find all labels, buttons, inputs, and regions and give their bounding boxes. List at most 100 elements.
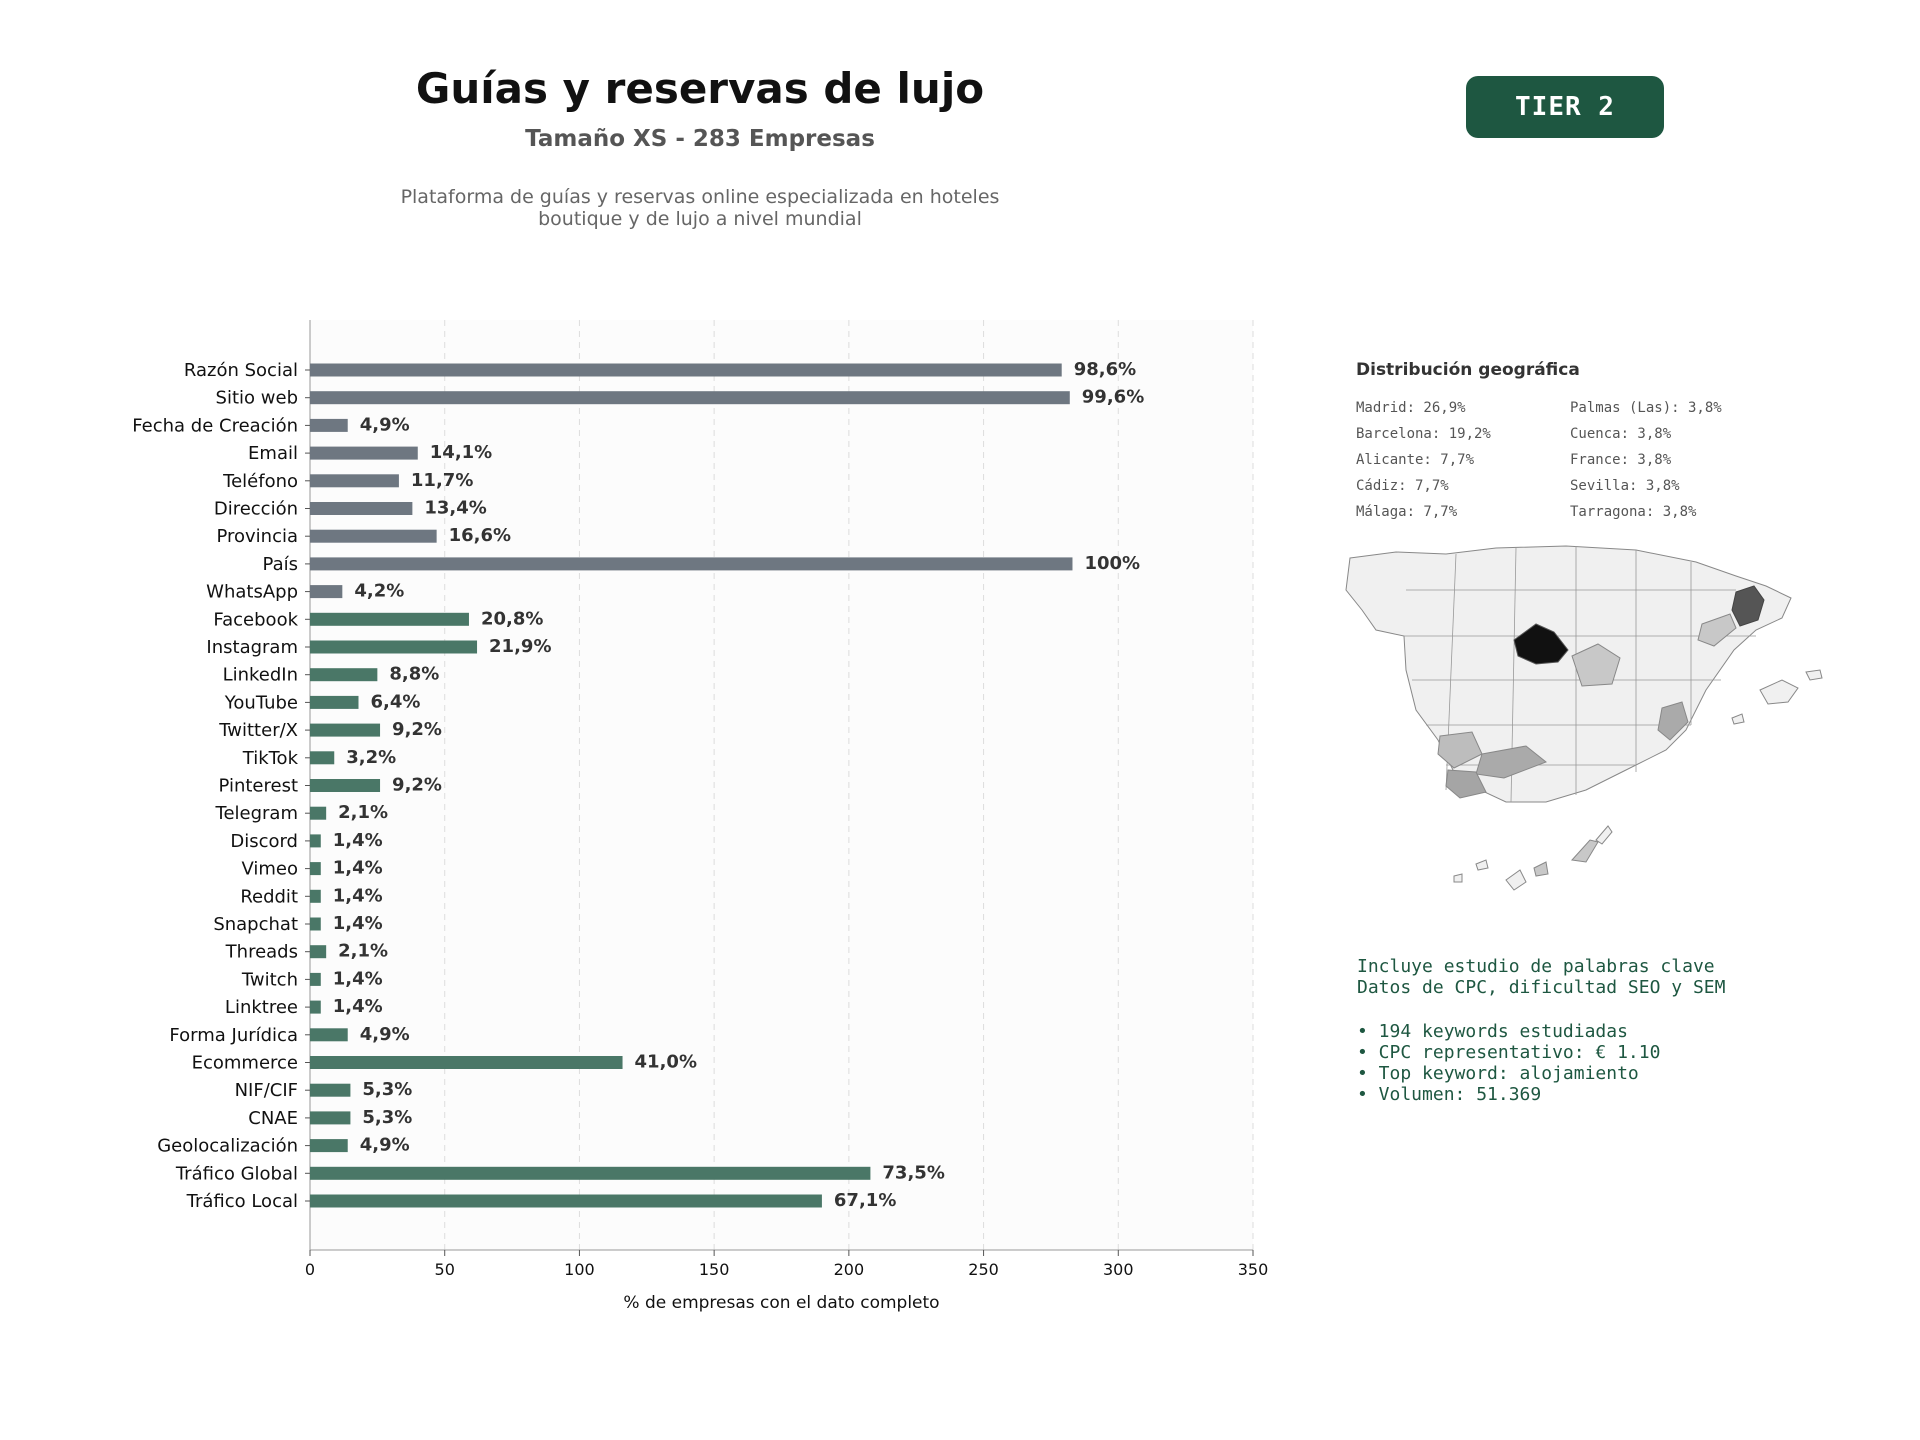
geo-item: Alicante: 7,7% <box>1356 452 1475 468</box>
category-label: CNAE <box>248 1108 298 1129</box>
category-label: Teléfono <box>222 471 298 492</box>
data-label: 9,2% <box>392 775 442 796</box>
x-tick-label: 350 <box>1238 1260 1269 1279</box>
bar <box>310 1194 822 1208</box>
bar <box>310 779 381 792</box>
keyword-bullet: • Top keyword: alojamiento <box>1357 1063 1639 1084</box>
data-label: 4,9% <box>360 414 410 435</box>
category-label: Forma Jurídica <box>169 1025 298 1046</box>
data-label: 6,4% <box>370 691 420 712</box>
data-label: 41,0% <box>635 1052 697 1073</box>
category-label: Facebook <box>213 609 298 630</box>
bar <box>310 1028 348 1042</box>
data-label: 8,8% <box>389 664 439 685</box>
data-label: 1,4% <box>333 858 383 879</box>
bar <box>310 945 327 959</box>
bar <box>310 751 335 765</box>
bar <box>310 668 378 682</box>
category-label: Linktree <box>225 997 298 1018</box>
map-malaga <box>1475 745 1547 779</box>
page-subtitle: Tamaño XS - 283 Empresas <box>525 126 875 152</box>
category-label: Ecommerce <box>192 1053 298 1074</box>
x-tick-label: 300 <box>1103 1260 1134 1279</box>
map-balearics <box>1759 679 1799 705</box>
x-tick-label: 0 <box>305 1260 315 1279</box>
bar <box>310 446 418 460</box>
bar <box>310 1111 351 1125</box>
data-label: 4,9% <box>360 1024 410 1045</box>
map-tarragona <box>1697 613 1737 647</box>
page-title: Guías y reservas de lujo <box>415 64 985 113</box>
data-label: 4,9% <box>360 1135 410 1156</box>
data-label: 1,4% <box>333 830 383 851</box>
category-label: Dirección <box>214 499 298 520</box>
geo-item: France: 3,8% <box>1570 452 1672 468</box>
spain-map-icon <box>1345 545 1823 891</box>
x-tick-label: 250 <box>968 1260 999 1279</box>
data-label: 98,6% <box>1074 359 1136 380</box>
data-label: 20,8% <box>481 608 543 629</box>
category-label: Fecha de Creación <box>132 415 298 436</box>
category-label: Sitio web <box>216 388 298 409</box>
geo-item: Cádiz: 7,7% <box>1356 478 1449 494</box>
data-label: 16,6% <box>449 525 511 546</box>
x-axis-label: % de empresas con el dato completo <box>623 1293 939 1313</box>
map-cuenca <box>1571 643 1621 687</box>
geo-item: Barcelona: 19,2% <box>1356 426 1491 442</box>
geo-item: Palmas (Las): 3,8% <box>1570 400 1722 416</box>
x-tick-label: 150 <box>699 1260 730 1279</box>
geo-item: Cuenca: 3,8% <box>1570 426 1672 442</box>
data-label: 14,1% <box>430 442 492 463</box>
category-label: Twitter/X <box>218 720 298 741</box>
keyword-bullet: • 194 keywords estudiadas <box>1357 1021 1628 1042</box>
map-alicante <box>1657 701 1689 741</box>
data-label: 11,7% <box>411 470 473 491</box>
geo-item: Sevilla: 3,8% <box>1570 478 1680 494</box>
category-label: Instagram <box>206 637 298 658</box>
plot-area <box>310 320 1253 1250</box>
data-label: 1,4% <box>333 913 383 934</box>
bar <box>310 391 1070 405</box>
category-label: Reddit <box>240 886 298 907</box>
category-label: Tráfico Local <box>186 1191 298 1212</box>
bar <box>310 1166 871 1180</box>
bar <box>310 862 321 876</box>
bar <box>310 723 381 737</box>
category-label: Provincia <box>216 526 298 547</box>
map-barcelona <box>1731 585 1765 627</box>
x-tick-label: 100 <box>564 1260 595 1279</box>
map-canaries <box>1505 869 1527 891</box>
bar-chart: 0 50 100 150 200 250 300 350 % de empresas con e… <box>132 320 1269 1313</box>
data-label: 2,1% <box>338 941 388 962</box>
x-tick-label: 200 <box>834 1260 865 1279</box>
category-label: Discord <box>230 831 298 852</box>
description-line-2: boutique y de lujo a nivel mundial <box>538 208 862 230</box>
map-cadiz <box>1445 769 1487 799</box>
category-label: TikTok <box>242 748 299 769</box>
keywords-line-1: Incluye estudio de palabras clave <box>1357 956 1715 977</box>
category-label: Tráfico Global <box>175 1163 298 1184</box>
bar <box>310 889 321 903</box>
map-sevilla <box>1437 731 1483 769</box>
map-mainland <box>1345 545 1792 803</box>
category-label: Email <box>248 443 298 464</box>
data-label: 1,4% <box>333 996 383 1017</box>
category-label: Razón Social <box>184 360 298 381</box>
category-label: Snapchat <box>213 914 298 935</box>
data-label: 5,3% <box>362 1079 412 1100</box>
data-label: 9,2% <box>392 719 442 740</box>
category-label: Telegram <box>215 803 298 824</box>
keyword-bullet: • Volumen: 51.369 <box>1357 1084 1542 1105</box>
data-label: 99,6% <box>1082 387 1144 408</box>
bar <box>310 1139 348 1153</box>
data-label: 3,2% <box>346 747 396 768</box>
bar <box>310 1056 623 1069</box>
bar <box>310 1000 321 1014</box>
data-label: 73,5% <box>882 1162 944 1183</box>
category-label: Twitch <box>241 969 298 990</box>
category-label: WhatsApp <box>206 582 298 603</box>
bar <box>310 640 478 654</box>
data-label: 67,1% <box>834 1190 896 1211</box>
category-label: YouTube <box>224 692 298 713</box>
data-label: 1,4% <box>333 885 383 906</box>
